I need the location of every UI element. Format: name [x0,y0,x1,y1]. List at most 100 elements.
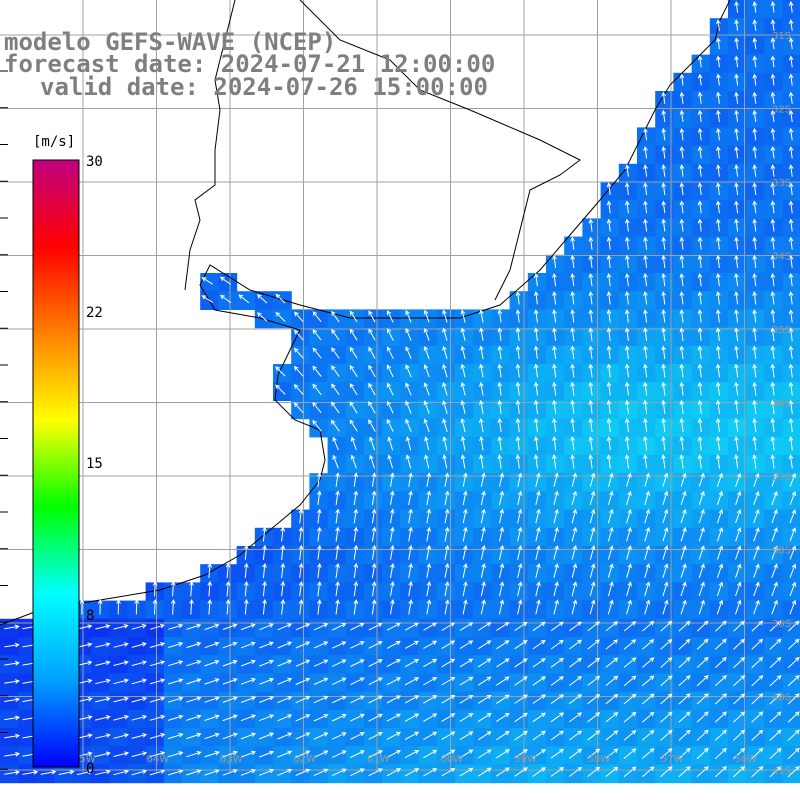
wind-arrow [240,768,257,776]
wind-arrow [222,623,238,630]
wind-arrow [770,454,776,469]
wind-arrow [752,19,758,31]
wind-arrow [204,623,220,630]
wind-arrow [752,164,758,177]
wind-arrow [533,454,539,469]
wind-arrow [752,272,757,287]
wind-arrow [295,714,311,722]
wind-arrow [679,399,685,414]
wind-arrow [624,454,630,469]
wind-arrow [550,748,565,759]
wind-arrow [716,146,721,159]
wind-arrow [312,383,322,396]
wind-arrow [295,750,311,758]
wind-arrow [386,418,394,432]
wind-arrow [480,599,486,615]
wind-arrow [788,327,794,341]
wind-arrow [662,581,669,597]
wind-arrow [624,436,630,451]
wind-arrow [734,399,739,414]
wind-arrow [408,490,413,506]
wind-arrow [697,55,703,68]
wind-arrow [734,91,739,104]
wind-arrow [788,200,794,214]
wind-arrow [661,182,667,196]
wind-arrow [588,236,594,250]
wind-arrow [332,641,347,649]
wind-arrow [733,729,746,741]
wind-arrow [462,562,468,579]
wind-arrow [679,381,685,396]
wind-arrow [295,641,311,649]
wind-arrow [716,127,721,141]
wind-arrow [752,1,758,13]
wind-arrow [479,363,484,378]
wind-arrow [316,490,322,506]
wind-arrow [423,382,430,396]
wind-arrow [497,454,503,469]
lon-label: 64W [147,754,170,765]
wind-arrow [589,490,596,506]
wind-arrow [331,365,340,377]
wind-arrow [517,544,523,560]
wind-arrow [789,599,797,615]
wind-arrow [641,748,655,759]
wind-arrow [735,509,742,524]
wind-arrow [624,182,630,196]
wind-arrow [460,399,466,414]
wind-arrow [752,309,757,323]
wind-arrow [588,327,594,341]
wind-arrow [316,599,322,615]
wind-arrow [204,732,220,740]
wind-arrow [496,658,510,668]
wind-arrow [149,732,166,739]
wind-arrow [331,383,340,396]
wind-arrow [497,381,503,396]
wind-arrow [222,769,238,776]
wind-arrow [605,730,619,741]
wind-arrow [499,544,505,560]
wind-arrow [679,146,685,159]
wind-arrow [442,454,448,469]
wind-arrow [312,347,322,359]
wind-arrow [570,254,576,268]
wind-arrow [623,675,637,687]
wind-arrow [259,750,275,758]
wind-arrow [295,768,311,776]
wind-arrow [535,599,541,615]
wind-arrow [4,697,21,702]
wind-arrow [552,436,557,451]
wind-arrow [386,750,402,759]
wind-arrow [293,384,304,395]
wind-arrow [444,526,450,542]
wind-arrow [715,620,727,632]
wind-arrow [716,545,724,560]
wind-arrow [660,748,673,759]
wind-arrow [680,545,687,560]
wind-arrow [405,454,412,469]
wind-arrow [386,400,394,414]
wind-arrow [405,309,412,323]
wind-arrow [606,345,612,360]
wind-arrow [661,146,667,159]
wind-arrow [316,544,322,560]
wind-arrow [661,200,667,214]
wind-arrow [734,73,739,86]
wind-arrow [678,766,691,778]
wind-arrow [532,639,546,650]
wind-arrow [734,291,739,305]
wind-arrow [350,436,357,451]
wind-arrow [569,675,583,686]
wind-arrow [335,490,340,506]
wind-arrow [715,200,721,214]
wind-arrow [787,765,800,778]
wind-arrow [477,658,492,668]
wind-arrow [570,291,575,305]
wind-arrow [331,768,347,777]
wind-arrow [514,749,528,759]
wind-arrow [751,765,764,778]
wind-arrow [606,272,612,287]
wind-arrow [588,399,594,414]
wind-arrow [499,563,505,579]
wind-arrow [787,620,800,632]
